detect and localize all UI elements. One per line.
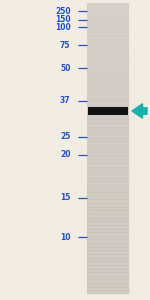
Bar	[87, 265, 129, 268]
Bar	[87, 272, 129, 276]
Bar	[87, 225, 129, 229]
Bar	[87, 290, 129, 294]
Bar	[87, 174, 129, 178]
Text: 20: 20	[60, 150, 70, 159]
Bar	[87, 105, 129, 109]
Bar	[87, 14, 129, 17]
Bar	[87, 17, 129, 21]
Bar	[87, 3, 129, 294]
FancyArrow shape	[132, 104, 147, 118]
Bar	[87, 94, 129, 98]
Text: 250: 250	[55, 7, 70, 16]
Bar	[87, 181, 129, 185]
Bar	[87, 229, 129, 232]
Bar	[87, 54, 129, 58]
Bar	[87, 21, 129, 25]
Text: 150: 150	[55, 15, 70, 24]
Bar	[87, 236, 129, 239]
Text: 10: 10	[60, 232, 70, 242]
Bar	[87, 207, 129, 210]
Bar	[87, 221, 129, 225]
Bar	[87, 148, 129, 152]
Bar	[87, 170, 129, 174]
Bar	[87, 7, 129, 10]
Bar	[87, 268, 129, 272]
Bar	[87, 76, 129, 80]
Bar	[87, 232, 129, 236]
Bar	[87, 163, 129, 167]
Bar	[87, 141, 129, 145]
Text: 100: 100	[55, 22, 70, 32]
Bar	[87, 61, 129, 65]
Bar	[87, 43, 129, 46]
Bar	[87, 138, 129, 141]
Bar	[87, 188, 129, 192]
Bar	[87, 123, 129, 127]
Bar	[87, 32, 129, 36]
Bar	[87, 28, 129, 32]
Bar	[87, 192, 129, 196]
Text: 75: 75	[60, 40, 70, 50]
Bar	[87, 280, 129, 283]
Bar	[87, 200, 129, 203]
Bar	[87, 39, 129, 43]
Bar	[87, 214, 129, 217]
Bar	[87, 185, 129, 188]
Bar	[87, 218, 129, 221]
Bar	[87, 178, 129, 181]
Bar	[87, 87, 129, 90]
Text: 25: 25	[60, 132, 70, 141]
Bar	[87, 156, 129, 159]
Bar	[87, 127, 129, 130]
Bar	[87, 145, 129, 148]
Bar	[87, 276, 129, 280]
Bar	[87, 50, 129, 54]
Bar	[87, 80, 129, 83]
Bar	[87, 210, 129, 214]
Bar	[87, 130, 129, 134]
Bar	[87, 247, 129, 250]
Text: 50: 50	[60, 64, 70, 73]
Bar	[87, 119, 129, 123]
Bar	[87, 283, 129, 287]
Bar	[87, 72, 129, 76]
Bar	[87, 254, 129, 258]
Bar	[87, 159, 129, 163]
Bar	[87, 3, 129, 7]
Bar	[87, 68, 129, 72]
Bar	[87, 203, 129, 207]
Bar	[87, 112, 129, 116]
Bar	[87, 83, 129, 87]
Bar	[87, 36, 129, 39]
Bar	[87, 134, 129, 138]
Bar	[87, 25, 129, 28]
Bar	[87, 250, 129, 254]
Bar	[87, 10, 129, 14]
Bar	[87, 243, 129, 247]
Bar	[87, 90, 129, 94]
Bar	[87, 101, 129, 105]
Bar	[87, 98, 129, 101]
Bar	[87, 196, 129, 200]
Bar	[87, 46, 129, 50]
Bar	[87, 109, 129, 112]
Bar	[87, 152, 129, 156]
Bar	[87, 65, 129, 68]
Bar	[87, 287, 129, 290]
Bar	[87, 58, 129, 61]
Bar	[87, 167, 129, 170]
Text: 37: 37	[60, 96, 70, 105]
Bar	[87, 261, 129, 265]
Bar	[87, 239, 129, 243]
Bar	[87, 258, 129, 261]
Bar	[88, 107, 128, 115]
Text: 15: 15	[60, 194, 70, 202]
Bar	[87, 116, 129, 119]
